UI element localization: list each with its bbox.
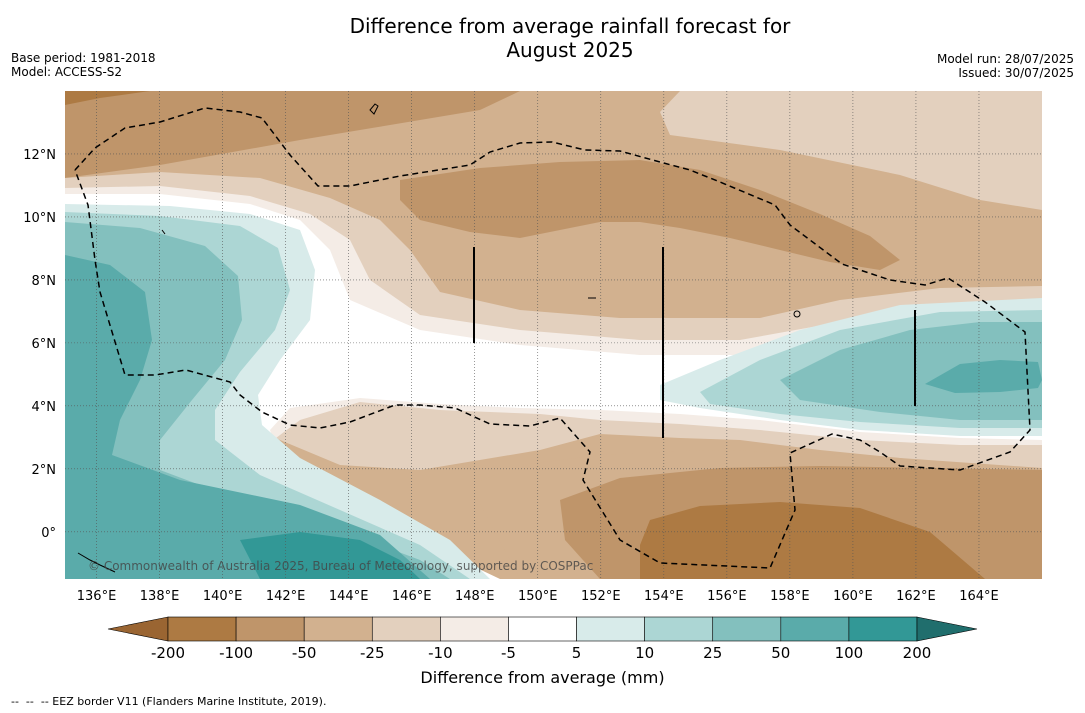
contour-northeast-light [660,91,1042,210]
island [369,103,379,115]
lon-tick-label: 140°E [203,589,243,604]
colorbar-bin [167,616,237,642]
colorbar-tick-label: -200 [151,644,185,662]
colorbar-tick-label: 25 [703,644,722,662]
colorbar: -200 -100 -50 -25 -10 -5 5 10 25 50 100 200 [107,616,978,662]
colorbar-bin [712,616,782,642]
lon-tick-label: 150°E [518,589,558,604]
contour-north-dry-strong [65,91,150,105]
island [77,552,116,573]
lon-tick-label: 160°E [833,589,873,604]
lon-tick-label: 154°E [644,589,684,604]
eez-borders [74,107,1031,569]
colorbar-bin [780,616,850,642]
lon-tick-label: 158°E [770,589,810,604]
lon-tick-label: 152°E [581,589,621,604]
colorbar-over-arrow [916,616,978,642]
contour-east-wet-4 [925,360,1042,393]
title-line-1: Difference from average rainfall forecas… [349,14,791,38]
colorbar-tick-label: 50 [771,644,790,662]
contour-north-central-dry [400,160,900,270]
colorbar-tick-label: 100 [835,644,864,662]
model-text: Model: ACCESS-S2 [11,65,123,79]
colorbar-tick-label: 10 [635,644,654,662]
lat-tick-label: 8°N [32,274,57,289]
island [793,310,801,318]
colorbar-tick-label: 5 [572,644,582,662]
colorbar-bin [235,616,305,642]
contour-south-dry-3 [640,502,985,579]
islands [77,103,801,573]
lat-tick-label: 4°N [32,400,57,415]
lat-tick-label: 10°N [23,211,56,226]
colorbar-tick-label: -25 [360,644,385,662]
meta-right: Model run: 28/07/2025 Issued: 30/07/2025 [937,52,1074,80]
lon-tick-label: 136°E [77,589,117,604]
eez-footnote: -- -- -- EEZ border V11 (Flanders Marine… [11,695,327,708]
colorbar-bin [440,616,509,642]
contour-west-wet-5 [240,532,420,579]
colorbar-bin [303,616,373,642]
contour-west-wet-4 [65,255,430,579]
model-run-text: Model run: 28/07/2025 [936,52,1074,66]
contour-east-wet-3 [780,322,1042,420]
gridlines [65,91,1042,579]
lat-tick-label: 12°N [23,148,56,163]
lon-tick-label: 138°E [140,589,180,604]
colorbar-bin [644,616,714,642]
colorbar-bin [576,616,645,642]
meta-left: Base period: 1981-2018 Model: ACCESS-S2 [11,51,156,79]
map-title: Difference from average rainfall forecas… [270,14,870,62]
lon-tick-label: 144°E [329,589,369,604]
contour-north-dry [65,91,520,178]
colorbar-label: Difference from average (mm) [420,668,665,687]
lat-tick-label: 0° [41,526,56,541]
copyright-text: © Commonwealth of Australia 2025, Bureau… [88,559,593,573]
colorbar-bin [848,616,918,642]
vertical-markers [473,247,916,438]
lon-tick-label: 146°E [392,589,432,604]
lon-tick-label: 156°E [707,589,747,604]
lon-tick-label: 164°E [959,589,999,604]
lon-tick-label: 148°E [455,589,495,604]
base-period-text: Base period: 1981-2018 [11,51,156,65]
colorbar-tick-label: -50 [292,644,317,662]
colorbar-tick-label: -5 [501,644,516,662]
lat-tick-label: 2°N [32,463,57,478]
island [161,229,166,235]
lon-tick-label: 162°E [896,589,936,604]
lon-tick-label: 142°E [266,589,306,604]
map-area: © Commonwealth of Australia 2025, Bureau… [65,91,1042,579]
eez-border-west [74,107,1031,569]
title-line-2: August 2025 [506,38,634,62]
issued-text: Issued: 30/07/2025 [958,66,1074,80]
colorbar-tick-label: -10 [428,644,453,662]
colorbar-tick-label: -100 [219,644,253,662]
axis-labels: 12°N 10°N 8°N 6°N 4°N 2°N 0° 136°E 138°E 140°E 142… [23,148,999,604]
lat-tick-label: 6°N [32,337,57,352]
colorbar-bin [371,616,441,642]
colorbar-under-arrow [107,616,169,642]
colorbar-bin [508,616,577,642]
colorbar-tick-label: 200 [903,644,932,662]
